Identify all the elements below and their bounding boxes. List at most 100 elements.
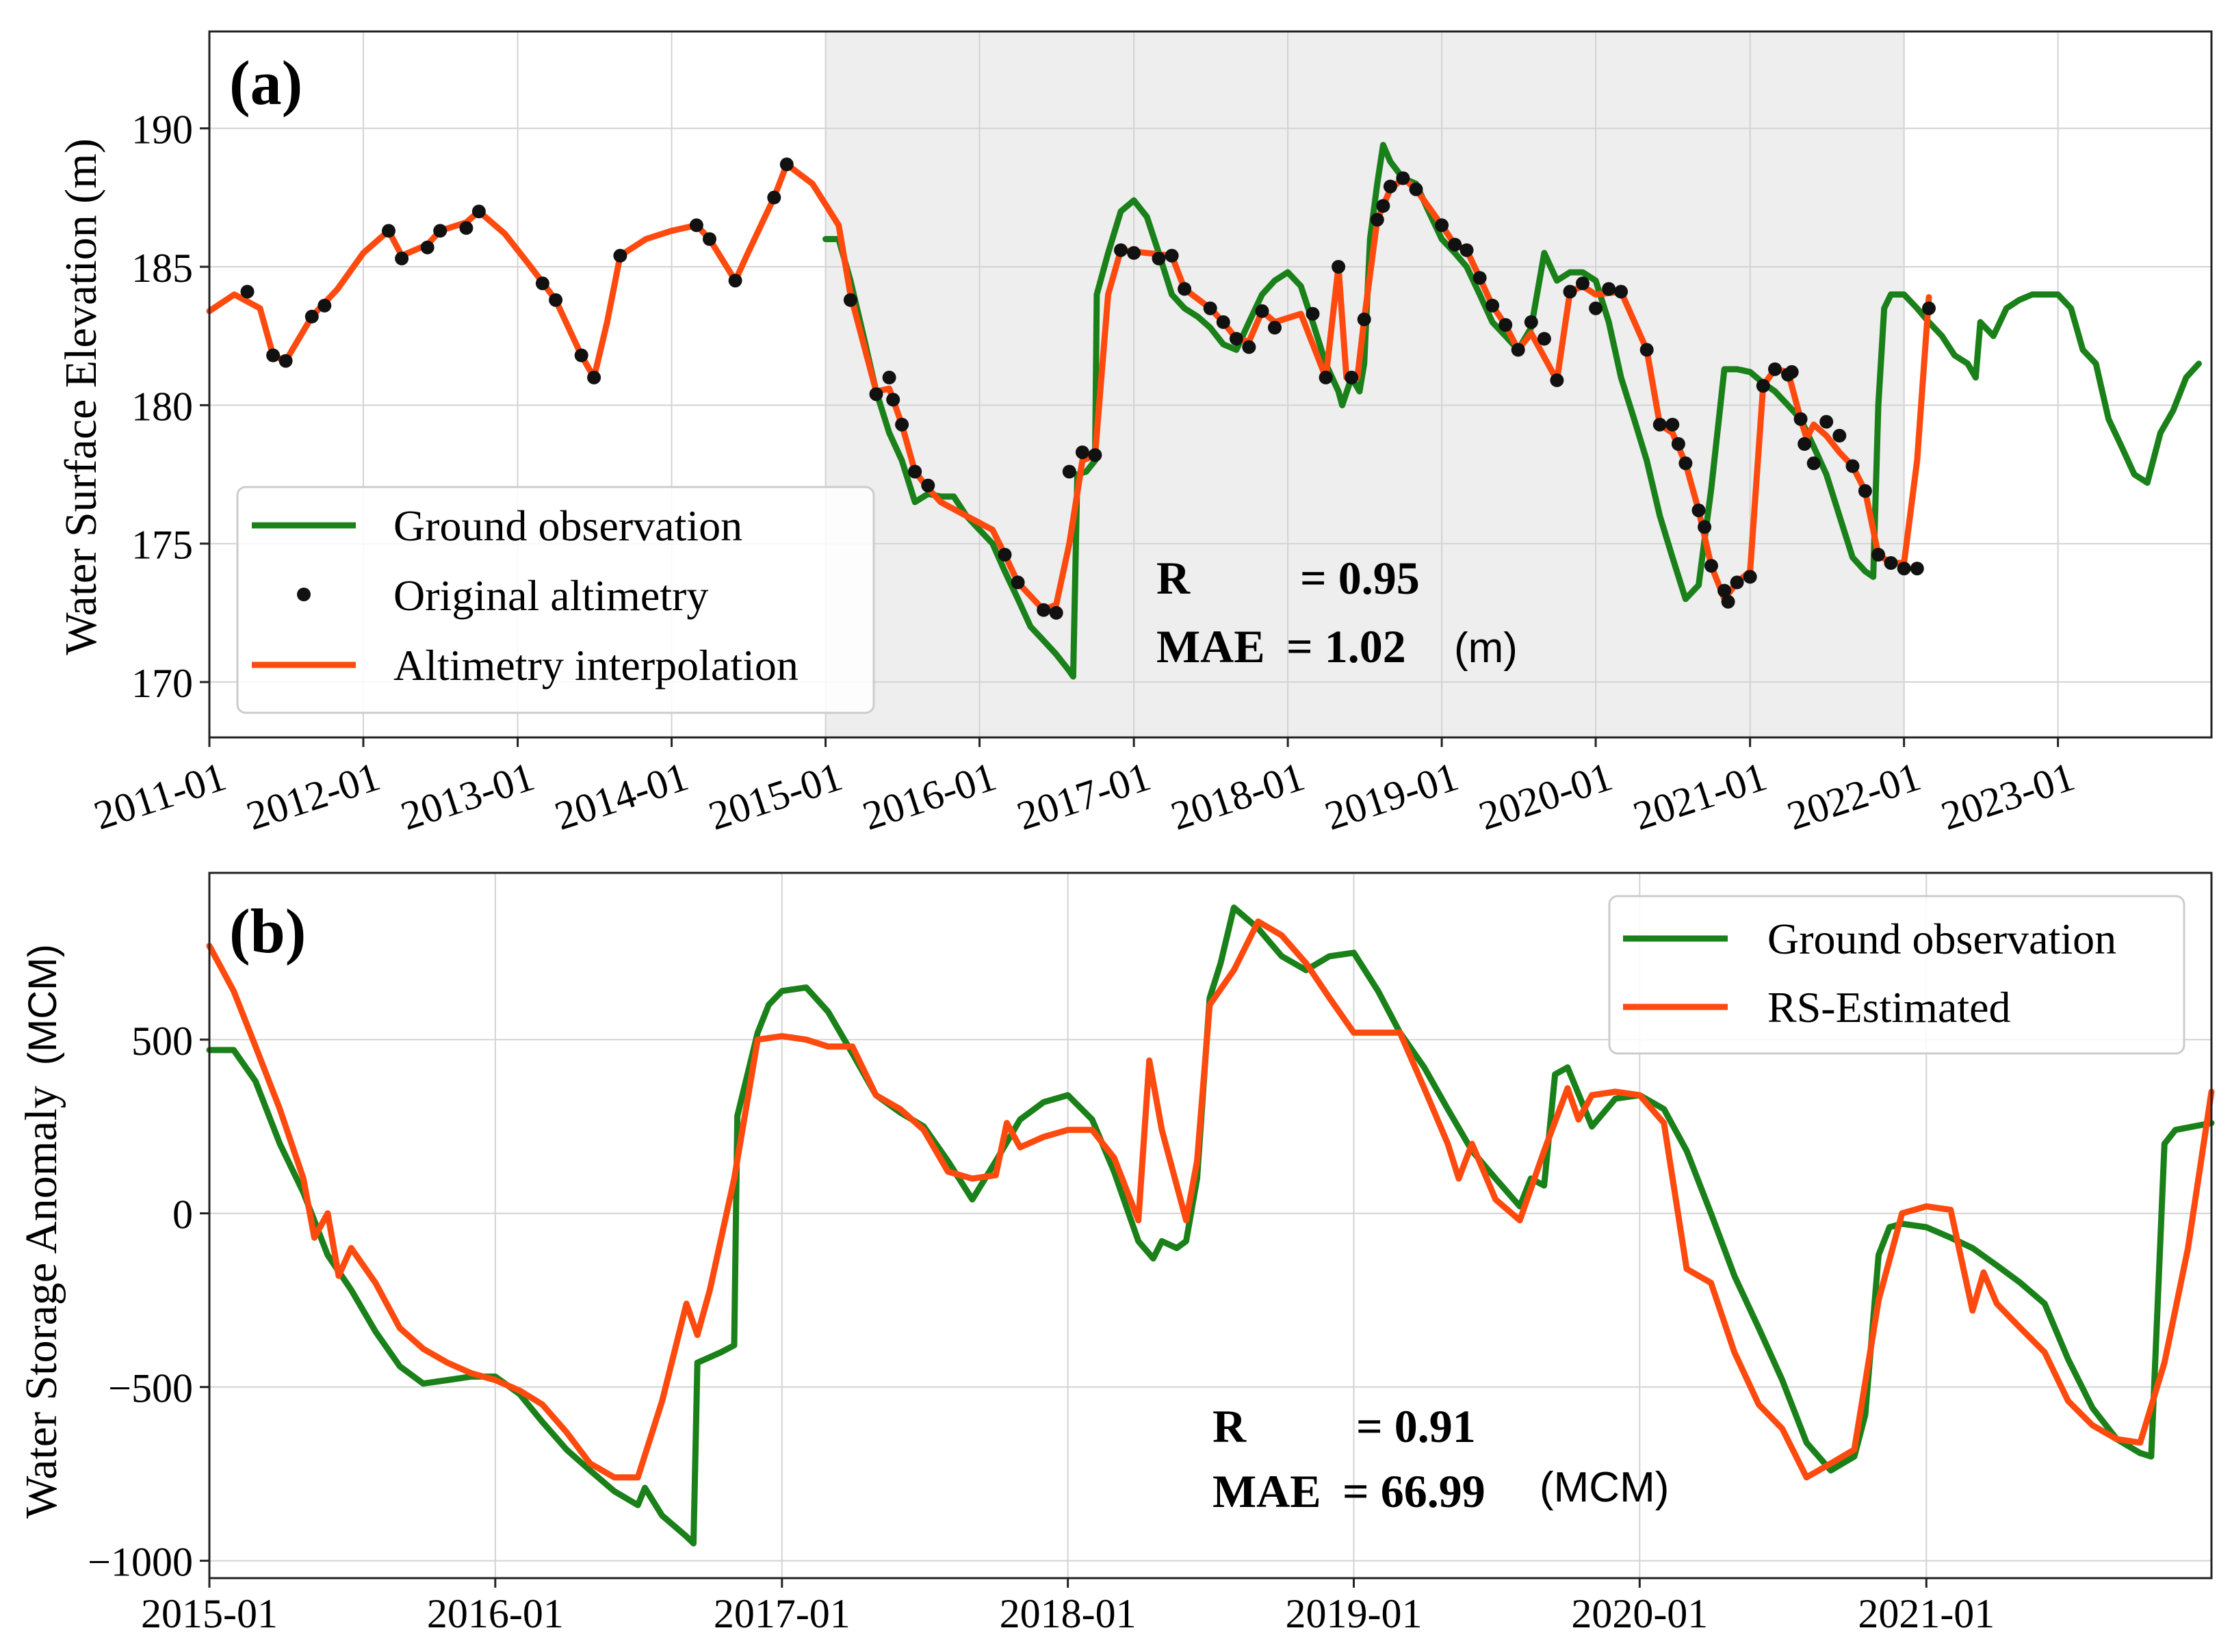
- altimetry-point: [1203, 301, 1217, 315]
- x-tick-label: 2016-01: [857, 754, 1002, 839]
- ground-observation-line: [822, 142, 2202, 680]
- altimetry-point: [535, 276, 549, 291]
- altimetry-point: [1589, 301, 1603, 315]
- altimetry-point: [1798, 437, 1812, 451]
- altimetry-point: [1409, 182, 1423, 196]
- y-tick-label: 0: [172, 1192, 193, 1237]
- altimetry-point: [1550, 373, 1564, 387]
- x-tick-label: 2017-01: [1012, 754, 1156, 839]
- altimetry-point: [1922, 301, 1936, 315]
- altimetry-point: [1306, 306, 1320, 321]
- altimetry-point: [1576, 276, 1589, 291]
- altimetry-point: [1062, 464, 1076, 479]
- x-tick-label: 2022-01: [1782, 754, 1926, 839]
- ground-observation-line: [206, 904, 2215, 1547]
- altimetry-point: [1524, 315, 1538, 329]
- altimetry-point: [1498, 318, 1513, 332]
- legend-box: [236, 486, 875, 714]
- altimetry-point: [1768, 362, 1782, 376]
- altimetry-point: [1698, 520, 1712, 534]
- altimetry-point: [240, 285, 255, 299]
- altimetry-point: [886, 393, 900, 407]
- altimetry-point: [1832, 428, 1847, 443]
- altimetry-point: [1639, 343, 1654, 357]
- altimetry-point: [1319, 370, 1333, 384]
- y-tick-label: 170: [131, 661, 193, 706]
- altimetry-point: [1717, 584, 1732, 598]
- altimetry-point: [278, 354, 293, 368]
- altimetry-point: [1357, 312, 1371, 326]
- stat-mae-unit: (MCM): [1540, 1464, 1669, 1511]
- x-tick-label: 2021-01: [1858, 1591, 1995, 1636]
- panel-a-grid: [209, 31, 2211, 737]
- altimetry-point: [1671, 437, 1685, 451]
- panel-b-legend: Ground observation RS-Estimated: [1608, 895, 2185, 1055]
- x-tick-label: 2020-01: [1473, 754, 1618, 839]
- altimetry-point: [921, 478, 935, 493]
- altimetry-point: [1819, 415, 1834, 429]
- x-tick-label: 2018-01: [1166, 754, 1310, 839]
- altimetry-point: [1897, 562, 1911, 576]
- altimetry-point: [1704, 559, 1718, 573]
- x-tick-label: 2012-01: [241, 754, 385, 839]
- x-tick-label: 2014-01: [549, 754, 694, 839]
- altimetry-point: [998, 547, 1012, 562]
- altimetry-point: [1743, 570, 1757, 584]
- altimetry-point: [1871, 547, 1886, 562]
- y-tick-label: 190: [131, 107, 193, 153]
- altimetry-point: [1485, 298, 1500, 313]
- altimetry-point: [471, 205, 486, 219]
- altimetry-point: [1268, 321, 1282, 335]
- stat-mae-label: MAE: [1212, 1465, 1321, 1517]
- panel-b-stats: R = 0.91 MAE = 66.99 (MCM): [1212, 1400, 1669, 1517]
- y-tick-label: 500: [131, 1019, 193, 1064]
- altimetry-point: [1721, 594, 1735, 609]
- altimetry-point: [1845, 459, 1860, 473]
- altimetry-point: [266, 348, 281, 363]
- legend-label-altimetry: Original altimetry: [393, 571, 708, 620]
- panel-b-label: (b): [229, 896, 306, 966]
- y-tick-label: 180: [131, 384, 193, 429]
- legend-label-ground: Ground observation: [393, 501, 742, 550]
- panel-b-y-ticks: −1000 −500 0 500: [88, 1019, 209, 1585]
- y-axis-label-unit: (MCM): [21, 944, 65, 1065]
- legend-box: [1608, 895, 2185, 1055]
- altimetry-point: [395, 251, 409, 265]
- altimetry-point: [1806, 456, 1821, 471]
- stat-mae-label: MAE: [1156, 620, 1265, 672]
- altimetry-point: [1691, 503, 1706, 518]
- altimetry-point: [1665, 417, 1680, 432]
- altimetry-point: [1652, 417, 1667, 432]
- altimetry-point: [1396, 171, 1410, 185]
- altimetry-point: [779, 157, 794, 172]
- x-tick-label: 2019-01: [1320, 754, 1464, 839]
- altimetry-point: [1229, 332, 1243, 346]
- y-tick-label: −1000: [88, 1540, 193, 1585]
- x-tick-label: 2023-01: [1936, 754, 2080, 839]
- panel-b-frame: [208, 871, 2213, 1579]
- legend-marker-altimetry: [297, 588, 311, 601]
- altimetry-point: [574, 348, 588, 363]
- altimetry-point: [549, 293, 563, 307]
- altimetry-point: [1049, 605, 1063, 620]
- stat-r-label: R: [1212, 1400, 1247, 1452]
- altimetry-point: [895, 417, 909, 432]
- altimetry-point: [382, 224, 395, 238]
- stat-r-value: = 0.95: [1300, 552, 1420, 604]
- altimetry-point: [1435, 218, 1449, 233]
- stat-mae-value: = 1.02: [1286, 620, 1406, 672]
- panel-a-altimetry-points: [240, 157, 1936, 620]
- altimetry-point: [587, 370, 601, 384]
- legend-label-ground: Ground observation: [1767, 915, 2116, 963]
- stat-r-label: R: [1156, 552, 1191, 604]
- altimetry-point: [1011, 575, 1025, 590]
- x-tick-label: 2013-01: [395, 754, 540, 839]
- x-tick-label: 2016-01: [427, 1591, 564, 1636]
- altimetry-point: [1884, 556, 1898, 570]
- altimetry-point: [1730, 575, 1744, 590]
- altimetry-point: [304, 309, 319, 324]
- altimetry-point: [1383, 179, 1397, 194]
- x-tick-label: 2017-01: [714, 1591, 851, 1636]
- y-axis-label-text: Water Storage Anomaly: [16, 1086, 66, 1519]
